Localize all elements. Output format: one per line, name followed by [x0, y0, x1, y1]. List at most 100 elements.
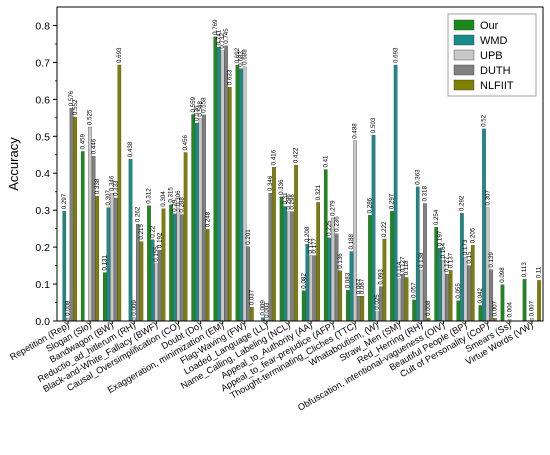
data-label-20-2: 0.004 [506, 301, 513, 317]
bar-14-1 [371, 135, 376, 322]
bar-16-2 [419, 269, 424, 322]
bar-12-0 [323, 169, 328, 322]
bar-6-2 [198, 118, 203, 322]
data-label-14-2: 0.025 [374, 294, 381, 310]
data-label-9-4: 0.416 [271, 149, 278, 165]
bar-15-4 [404, 277, 409, 322]
bar-0-4 [73, 116, 77, 322]
data-label-15-3: 0.127 [400, 256, 407, 272]
data-label-12-4: 0.136 [337, 253, 344, 269]
data-label-17-2: 0.164 [440, 242, 447, 258]
data-label-2-1: 0.307 [105, 190, 112, 206]
data-label-4-4: 0.304 [160, 191, 167, 207]
y-axis-label: Accuracy [6, 137, 21, 191]
bar-11-4 [316, 202, 320, 322]
data-label-12-1: 0.225 [326, 220, 333, 236]
legend-swatch-2 [453, 49, 475, 61]
data-label-19-2: 0.307 [484, 190, 491, 206]
data-label-7-3: 0.745 [223, 28, 230, 44]
data-label-3-3: 0.262 [134, 206, 141, 222]
data-label-12-0: 0.41 [322, 155, 329, 168]
data-label-13-4: 0.067 [359, 278, 366, 294]
data-label-1-4: 0.338 [94, 178, 101, 194]
data-label-2-3: 0.333 [112, 180, 119, 196]
legend-label-4: NLFIIT [480, 80, 514, 92]
y-tick-label-2: 0.2 [35, 242, 50, 254]
data-label-18-3: 0.15 [466, 251, 473, 264]
bar-13-3 [356, 296, 361, 322]
data-label-13-3: 0.067 [355, 278, 362, 294]
bar-7-1 [217, 47, 221, 322]
plot-frame [56, 6, 544, 322]
data-label-17-3: 0.127 [444, 256, 451, 272]
bar-0-3 [69, 108, 74, 322]
data-label-5-0: 0.315 [168, 187, 175, 203]
bar-19-0 [478, 305, 483, 322]
data-label-9-3: 0.346 [267, 175, 274, 191]
bar-4-4 [161, 208, 166, 322]
bar-15-1 [393, 64, 398, 322]
data-label-13-0: 0.083 [344, 272, 351, 288]
bar-12-1 [327, 237, 332, 322]
y-axis: 0.0 0.1 0.2 0.3 0.4 0.5 0.6 0.7 0.8 [35, 20, 57, 328]
data-label-20-0: 0.098 [499, 267, 506, 283]
bar-20-0 [500, 284, 505, 322]
data-label-14-1: 0.503 [370, 117, 377, 133]
y-tick-label-4: 0.4 [35, 168, 50, 180]
data-label-2-0: 0.131 [101, 255, 108, 271]
data-label-11-2: 0.177 [308, 238, 315, 254]
data-label-14-0: 0.286 [367, 197, 374, 213]
bar-10-3 [290, 211, 295, 322]
data-label-1-2: 0.525 [87, 109, 94, 125]
data-label-10-0: 0.336 [278, 179, 285, 195]
data-label-6-2: 0.548 [197, 101, 204, 117]
data-label-9-1: 0.009 [260, 300, 267, 316]
data-label-5-1: 0.29 [171, 199, 178, 212]
data-label-6-4: 0.248 [204, 211, 211, 227]
bar-10-0 [279, 196, 284, 322]
data-label-16-2: 0.138 [418, 252, 425, 268]
data-label-17-0: 0.254 [433, 209, 440, 225]
bar-10-4 [294, 164, 298, 322]
bar-15-2 [397, 278, 402, 322]
bar-15-3 [401, 273, 405, 322]
data-label-0-1: 0.297 [61, 193, 68, 209]
bar-6-0 [191, 114, 195, 322]
data-label-5-3: 0.288 [179, 197, 186, 213]
data-label-2-4: 0.693 [116, 47, 123, 63]
data-label-11-1: 0.208 [304, 226, 311, 242]
legend: Our WMD UPB DUTH NLFIIT [447, 13, 537, 97]
y-tick-label-3: 0.3 [35, 205, 50, 217]
bar-13-0 [346, 290, 350, 322]
data-label-7-2: 0.732 [219, 33, 226, 49]
data-label-18-0: 0.055 [455, 283, 462, 299]
data-label-8-1: 0.683 [238, 51, 245, 67]
bars-layer [62, 36, 541, 322]
bar-1-4 [95, 195, 100, 322]
bar-8-3 [246, 246, 251, 322]
bar-1-2 [88, 126, 92, 322]
data-label-21-2: 0.007 [528, 300, 535, 316]
bar-18-3 [467, 265, 471, 322]
data-label-7-4: 0.633 [226, 69, 233, 85]
data-label-3-4: 0.215 [138, 224, 145, 240]
bar-4-0 [147, 205, 151, 322]
data-label-15-0: 0.297 [389, 193, 396, 209]
data-label-10-3: 0.296 [289, 194, 296, 210]
data-label-4-3: 0.192 [157, 232, 164, 248]
data-label-1-3: 0.446 [90, 138, 97, 154]
legend-swatch-3 [453, 64, 475, 76]
legend-swatch-0 [453, 19, 475, 31]
bar-13-4 [360, 296, 365, 322]
data-label-8-2: 0.688 [241, 49, 248, 65]
data-label-13-1: 0.188 [348, 234, 355, 250]
bar-5-2 [176, 207, 181, 322]
bar-1-0 [80, 151, 85, 322]
data-label-16-1: 0.363 [414, 169, 421, 185]
data-label-9-2: 0.003 [263, 302, 270, 318]
y-tick-label-8: 0.8 [35, 20, 50, 32]
data-label-7-1: 0.741 [216, 29, 223, 45]
bar-8-2 [242, 66, 247, 322]
